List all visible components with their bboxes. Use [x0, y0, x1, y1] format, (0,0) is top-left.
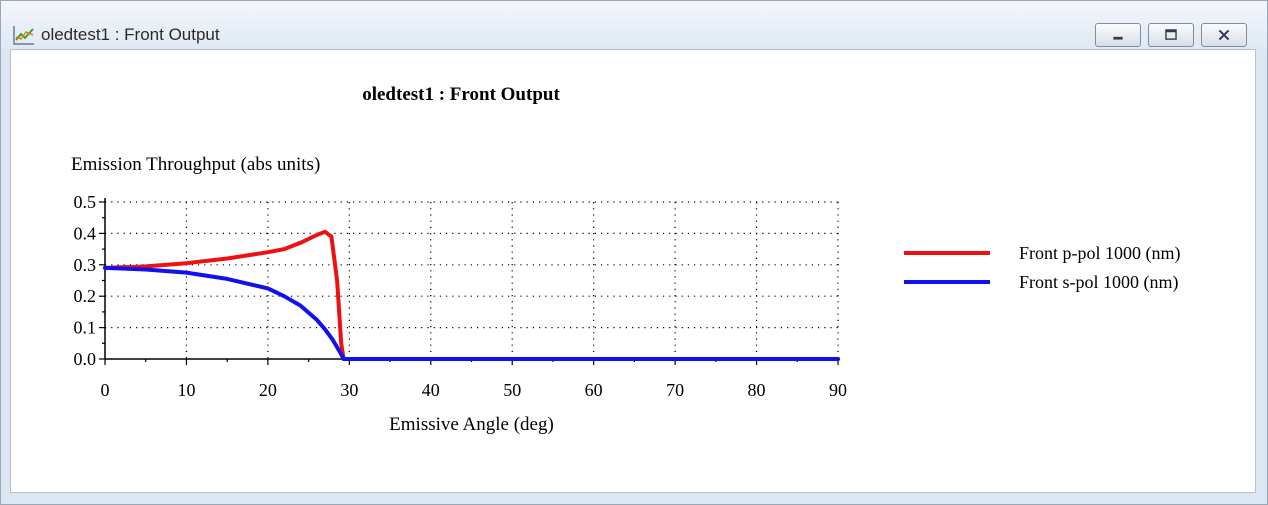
legend-swatch-s-pol: [904, 280, 990, 284]
x-tick-label: 50: [503, 380, 521, 400]
legend-label-s-pol: Front s-pol 1000 (nm): [1019, 272, 1179, 292]
x-tick-label: 0: [101, 380, 110, 400]
chart-icon: [13, 26, 34, 45]
y-tick-label: 0.3: [74, 255, 97, 275]
y-tick-label: 0.5: [74, 192, 97, 212]
y-tick-label: 0.2: [74, 286, 97, 306]
series-line-s-pol: [103, 265, 840, 361]
y-tick-label: 0.4: [74, 223, 97, 243]
close-button[interactable]: [1201, 23, 1247, 47]
x-tick-label: 70: [666, 380, 684, 400]
series-line-p-pol: [103, 229, 840, 361]
x-tick-label: 60: [585, 380, 603, 400]
title-bar[interactable]: oledtest1 : Front Output: [1, 1, 1267, 49]
x-tick-label: 40: [422, 380, 440, 400]
x-tick-label: 30: [340, 380, 358, 400]
x-tick-label: 20: [259, 380, 277, 400]
window-title: oledtest1 : Front Output: [41, 25, 220, 44]
restore-button[interactable]: [1148, 23, 1194, 47]
restore-icon: [1165, 29, 1177, 40]
legend-swatch-p-pol: [904, 251, 990, 255]
x-tick-label: 80: [748, 380, 766, 400]
close-icon: [1218, 29, 1230, 41]
x-tick-label: 90: [829, 380, 847, 400]
y-tick-label: 0.1: [74, 318, 97, 338]
minimize-icon: [1113, 36, 1123, 40]
x-axis-label: Emissive Angle (deg): [389, 414, 554, 435]
chart-area: [10, 49, 1256, 493]
y-tick-label: 0.0: [74, 349, 97, 369]
y-axis-label: Emission Throughput (abs units): [71, 154, 321, 175]
x-tick-label: 10: [177, 380, 195, 400]
legend-label-p-pol: Front p-pol 1000 (nm): [1019, 243, 1181, 263]
chart-title: oledtest1 : Front Output: [362, 84, 560, 105]
minimize-button[interactable]: [1095, 23, 1141, 47]
